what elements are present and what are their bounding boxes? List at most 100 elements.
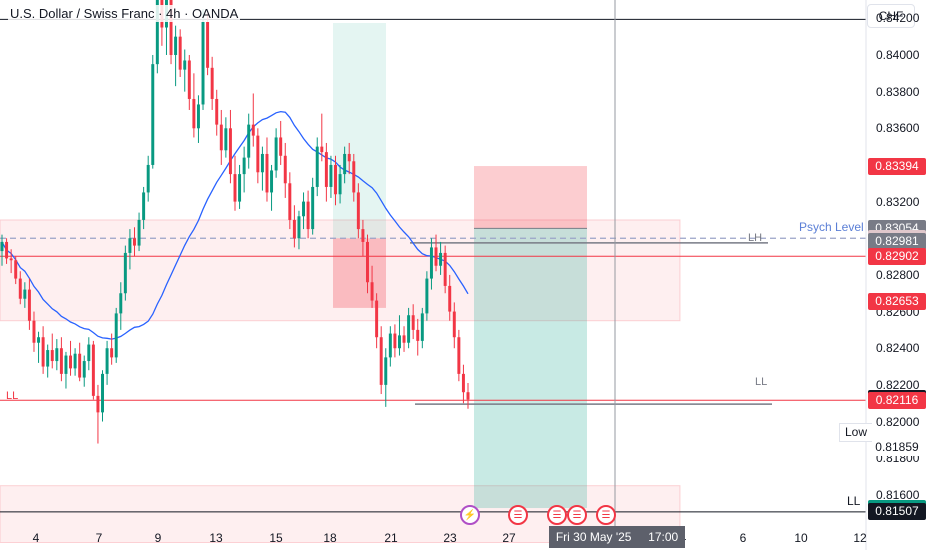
chart-title: U.S. Dollar / Swiss Franc · 4h · OANDA — [8, 5, 241, 22]
price-tick-label: 0.83600 — [876, 121, 920, 136]
moving-average-line — [1, 110, 469, 340]
candle-body — [411, 315, 415, 330]
candle-body — [388, 333, 392, 358]
lh-label: LH — [748, 232, 763, 244]
zones-layer — [0, 23, 681, 543]
candle-body — [407, 315, 411, 343]
candle-body — [133, 238, 136, 246]
price-axis-label: 0.82981 — [868, 233, 926, 251]
crosshair-date: Fri 30 May '25 — [555, 530, 632, 544]
price-axis-label: 0.83394 — [868, 157, 926, 175]
candle-body — [178, 36, 182, 70]
candle-body — [206, 21, 210, 68]
candle-body — [384, 357, 388, 385]
candle-body — [119, 293, 123, 314]
price-tick-label: 0.82800 — [876, 267, 920, 282]
position-target-zone — [474, 228, 587, 509]
candle-body — [142, 192, 146, 220]
candle-body — [324, 152, 328, 187]
candle-body — [242, 157, 246, 175]
candle-body — [343, 153, 347, 175]
low-tag: Low — [839, 423, 873, 442]
candle-body — [315, 146, 319, 187]
us-event-icon[interactable]: ☰ — [508, 505, 528, 525]
candle-body — [238, 174, 242, 202]
candle-body — [128, 238, 132, 253]
candle-body — [228, 128, 232, 175]
candle-body — [151, 64, 155, 165]
price-tick-label: 0.83200 — [876, 194, 920, 209]
candle-body — [320, 146, 324, 153]
us-event-icon[interactable]: ☰ — [567, 505, 587, 525]
candle-body — [260, 153, 264, 173]
candle-body — [69, 355, 73, 369]
candle-body — [196, 104, 200, 129]
candle-body — [292, 219, 296, 239]
candle-body — [311, 186, 315, 230]
candle-body — [105, 348, 109, 374]
candle-body — [96, 395, 100, 413]
us-event-icon[interactable]: ☰ — [547, 505, 567, 525]
dividend-event-icon[interactable]: ⚡ — [460, 505, 480, 525]
supply-zone — [0, 219, 681, 322]
time-tick-label: 7 — [95, 531, 103, 545]
candle-body — [174, 36, 178, 55]
candle-body — [37, 337, 41, 343]
time-tick-label: 10 — [794, 531, 808, 545]
price-axis-label: 0.81507 — [868, 503, 926, 521]
candles-layer — [0, 0, 470, 444]
candle-body — [55, 348, 59, 362]
candle-body — [270, 170, 274, 193]
ll-left-label: LL — [6, 390, 19, 402]
candle-body — [402, 335, 406, 343]
candle-body — [366, 241, 369, 283]
time-tick-label: 9 — [154, 531, 162, 545]
candle-body — [247, 124, 251, 158]
candle-body — [73, 353, 77, 369]
candle-body — [461, 373, 465, 393]
price-tick-label: 0.84200 — [876, 11, 920, 26]
candle-body — [169, 0, 173, 55]
candle-body — [146, 164, 150, 193]
candle-body — [251, 124, 255, 136]
time-tick-label: 15 — [269, 531, 283, 545]
candle-body — [338, 174, 342, 195]
price-axis-label: 0.82653 — [868, 293, 926, 311]
crosshair-time-label: Fri 30 May '25 17:00 — [549, 526, 685, 548]
candle-body — [210, 67, 214, 99]
candle-body — [82, 361, 86, 378]
candle-body — [283, 155, 287, 184]
candle-body — [334, 164, 337, 195]
candle-body — [187, 60, 191, 99]
time-tick-label: 27 — [502, 531, 516, 545]
candle-body — [87, 344, 91, 362]
candle-body — [370, 282, 374, 301]
candle-body — [379, 337, 383, 385]
past-position-loss-zone — [333, 238, 386, 308]
price-axis-label: 0.82116 — [868, 391, 926, 409]
ll-right-label: LL — [755, 376, 768, 388]
candle-body — [224, 128, 228, 151]
candle-body — [192, 98, 196, 129]
price-axis-label: 0.82902 — [868, 247, 926, 265]
candle-body — [64, 355, 68, 374]
candle-body — [306, 201, 310, 230]
candle-body — [215, 98, 219, 125]
candle-body — [233, 174, 237, 202]
psych-level-label: Psych Level — [799, 220, 864, 234]
price-tick-label: 0.82000 — [876, 414, 920, 429]
currency-button[interactable]: CHF — [867, 4, 915, 28]
time-tick-label: 4 — [32, 531, 40, 545]
candle-body — [347, 153, 351, 162]
candle-body — [429, 247, 433, 279]
candle-body — [5, 241, 9, 259]
candle-body — [356, 192, 360, 230]
candle-body — [361, 229, 365, 242]
lines-layer — [0, 18, 866, 513]
us-event-icon[interactable]: ☰ — [596, 505, 616, 525]
candle-body — [434, 247, 438, 266]
candle-body — [439, 252, 443, 266]
candle-body — [416, 329, 420, 341]
candle-body — [137, 219, 141, 246]
